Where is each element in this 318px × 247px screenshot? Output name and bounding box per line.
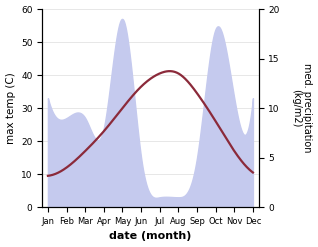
X-axis label: date (month): date (month) xyxy=(109,231,192,242)
Y-axis label: med. precipitation
(kg/m2): med. precipitation (kg/m2) xyxy=(291,63,313,153)
Y-axis label: max temp (C): max temp (C) xyxy=(5,72,16,144)
